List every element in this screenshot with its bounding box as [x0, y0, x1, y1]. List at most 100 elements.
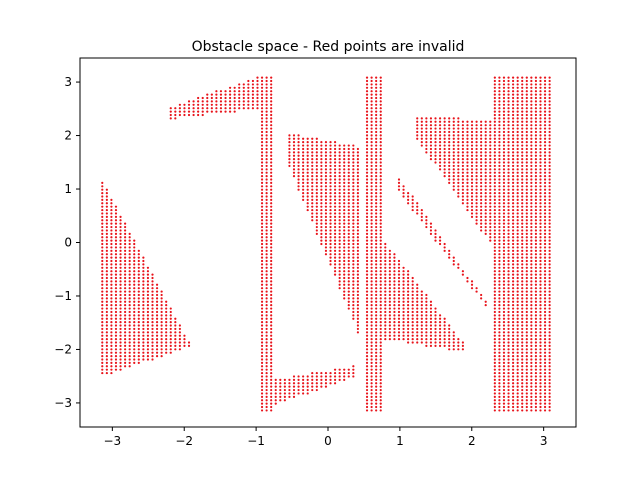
scatter-point	[329, 208, 332, 212]
scatter-point	[338, 273, 341, 276]
scatter-point	[402, 188, 405, 191]
scatter-point	[521, 110, 524, 113]
scatter-point	[429, 151, 433, 154]
scatter-point	[543, 368, 547, 371]
scatter-point	[516, 215, 519, 218]
scatter-point	[407, 317, 410, 320]
scatter-point	[356, 202, 359, 205]
scatter-point	[265, 392, 268, 395]
scatter-point	[265, 164, 268, 168]
scatter-point	[530, 327, 533, 331]
scatter-point	[265, 96, 268, 100]
scatter-point	[498, 314, 501, 317]
scatter-point	[375, 399, 378, 402]
scatter-point	[265, 314, 268, 317]
scatter-point	[379, 151, 382, 154]
scatter-point	[165, 344, 168, 347]
scatter-point	[270, 212, 273, 215]
scatter-point	[365, 368, 369, 371]
scatter-point	[530, 395, 533, 398]
scatter-point	[521, 307, 524, 310]
scatter-point	[343, 378, 346, 381]
scatter-point	[466, 141, 469, 144]
scatter-point	[270, 310, 273, 314]
scatter-point	[260, 90, 264, 93]
scatter-point	[425, 130, 428, 134]
scatter-point	[311, 188, 314, 191]
scatter-point	[461, 134, 464, 137]
scatter-point	[283, 378, 286, 381]
scatter-point	[539, 361, 542, 364]
scatter-point	[379, 168, 382, 171]
scatter-point	[124, 300, 127, 303]
scatter-point	[539, 399, 542, 402]
scatter-point	[256, 100, 259, 103]
scatter-point	[548, 392, 551, 395]
scatter-point	[265, 168, 268, 171]
scatter-point	[306, 151, 309, 154]
scatter-point	[448, 124, 451, 127]
scatter-point	[484, 232, 487, 235]
scatter-point	[110, 215, 113, 218]
scatter-point	[525, 382, 528, 385]
scatter-point	[128, 297, 131, 300]
scatter-point	[543, 273, 547, 276]
scatter-point	[356, 246, 359, 249]
scatter-point	[265, 242, 268, 246]
scatter-point	[530, 151, 533, 154]
scatter-point	[516, 130, 519, 134]
scatter-point	[511, 409, 515, 412]
scatter-point	[393, 256, 396, 259]
scatter-point	[320, 222, 323, 225]
scatter-point	[370, 276, 373, 280]
scatter-point	[452, 120, 455, 123]
scatter-point	[160, 314, 163, 317]
scatter-point	[110, 253, 113, 256]
scatter-point	[539, 293, 542, 297]
scatter-point	[302, 151, 305, 154]
scatter-point	[548, 378, 551, 381]
scatter-point	[297, 392, 300, 395]
scatter-point	[480, 161, 483, 164]
scatter-point	[260, 154, 264, 157]
scatter-point	[114, 253, 118, 256]
scatter-point	[443, 144, 446, 147]
scatter-point	[169, 113, 172, 117]
scatter-point	[210, 110, 213, 113]
scatter-point	[511, 198, 515, 201]
scatter-point	[516, 300, 519, 303]
scatter-point	[101, 259, 104, 263]
scatter-point	[530, 76, 533, 79]
scatter-point	[525, 327, 528, 331]
scatter-point	[498, 164, 501, 168]
scatter-point	[480, 154, 483, 157]
scatter-point	[525, 385, 528, 388]
scatter-point	[119, 253, 122, 256]
scatter-point	[114, 212, 118, 215]
scatter-point	[338, 253, 341, 256]
scatter-point	[443, 334, 446, 337]
scatter-point	[411, 314, 414, 317]
scatter-point	[443, 344, 446, 347]
scatter-point	[475, 124, 478, 127]
scatter-point	[201, 113, 204, 117]
scatter-point	[270, 365, 273, 368]
scatter-point	[365, 378, 369, 381]
scatter-point	[434, 232, 437, 235]
scatter-point	[320, 198, 323, 201]
scatter-point	[119, 232, 122, 235]
scatter-point	[379, 178, 382, 181]
scatter-point	[452, 124, 455, 127]
scatter-point	[128, 246, 131, 249]
scatter-point	[169, 110, 172, 113]
scatter-point	[407, 324, 410, 327]
scatter-point	[498, 307, 501, 310]
scatter-point	[260, 222, 264, 225]
scatter-point	[375, 280, 378, 283]
scatter-point	[388, 324, 391, 327]
scatter-point	[210, 93, 213, 96]
scatter-point	[498, 310, 501, 314]
scatter-point	[260, 219, 264, 222]
scatter-point	[375, 239, 378, 242]
scatter-point	[365, 361, 369, 364]
